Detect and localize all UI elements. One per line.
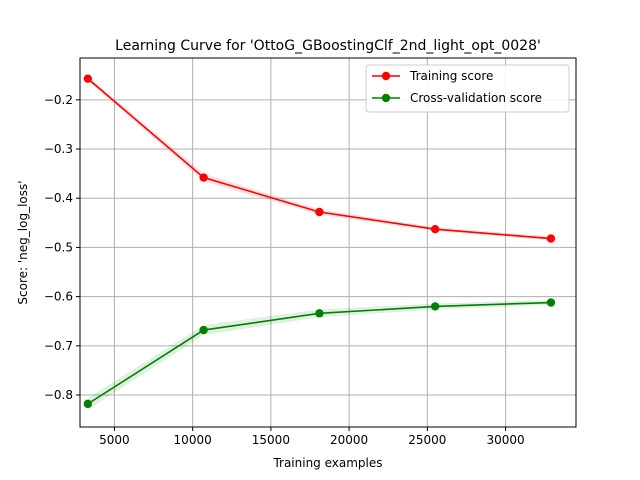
legend-marker-1 <box>381 93 391 103</box>
series-0-point <box>315 207 324 217</box>
series-1-point <box>199 325 208 335</box>
legend-label-1: Cross-validation score <box>410 91 542 105</box>
y-axis-label: Score: 'neg_log_loss' <box>16 180 30 304</box>
y-tick-label: −0.7 <box>44 339 73 353</box>
legend: Training score Cross-validation score <box>365 64 570 113</box>
series-points <box>83 74 556 409</box>
y-tick-label: −0.5 <box>44 240 73 254</box>
x-tick-label: 5000 <box>99 433 130 447</box>
series-1-point <box>430 302 440 311</box>
y-tick-label: −0.3 <box>44 142 73 156</box>
grid-lines <box>80 58 576 427</box>
y-tick-label: −0.6 <box>44 290 73 304</box>
chart-title: Learning Curve for 'OttoG_GBoostingClf_2… <box>115 38 541 54</box>
x-tick-label: 30000 <box>486 433 524 447</box>
series-1-point <box>546 298 556 307</box>
series-0-point <box>546 234 556 243</box>
plot-frame <box>79 57 577 428</box>
series-0-point <box>199 173 208 182</box>
y-tick-label: −0.8 <box>44 388 73 402</box>
series-1-point <box>315 309 324 318</box>
y-axis-ticks: −0.2 −0.3 −0.4 −0.5 −0.6 −0.7 −0.8 <box>44 93 80 402</box>
x-tick-label: 25000 <box>408 433 446 447</box>
y-tick-label: −0.2 <box>44 93 73 107</box>
x-axis-ticks: 5000 10000 15000 20000 25000 30000 <box>99 427 525 447</box>
x-tick-label: 15000 <box>252 433 290 447</box>
legend-frame <box>365 64 570 113</box>
legend-marker-0 <box>381 71 391 81</box>
series-0-point <box>430 225 440 234</box>
x-axis-label: Training examples <box>272 456 382 470</box>
y-tick-label: −0.4 <box>44 191 73 205</box>
series-1-point <box>83 399 93 409</box>
x-tick-label: 10000 <box>174 433 212 447</box>
legend-label-0: Training score <box>409 69 493 83</box>
series-0-point <box>83 74 93 83</box>
x-tick-label: 20000 <box>330 433 368 447</box>
